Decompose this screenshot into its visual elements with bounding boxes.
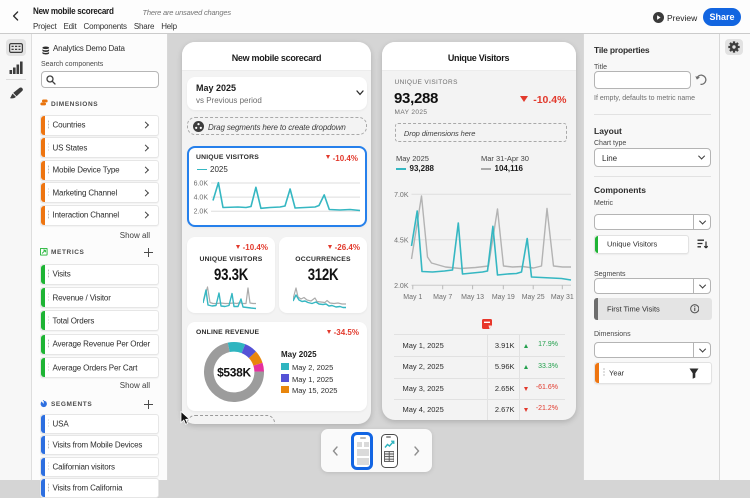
svg-text:4.5K: 4.5K [394,237,409,244]
svg-text:May 1: May 1 [403,294,422,301]
svg-text:May 31: May 31 [550,294,573,301]
svg-text:2.0K: 2.0K [194,208,209,215]
svg-text:6.0K: 6.0K [194,180,209,187]
svg-text:7.0K: 7.0K [394,192,409,199]
svg-text:2.0K: 2.0K [394,283,409,290]
svg-text:May 7: May 7 [433,294,452,301]
svg-text:May 19: May 19 [491,294,514,301]
svg-text:$538K: $538K [217,365,251,379]
svg-text:May 13: May 13 [461,294,484,301]
svg-text:May 25: May 25 [521,294,544,301]
svg-text:4.0K: 4.0K [194,194,209,201]
